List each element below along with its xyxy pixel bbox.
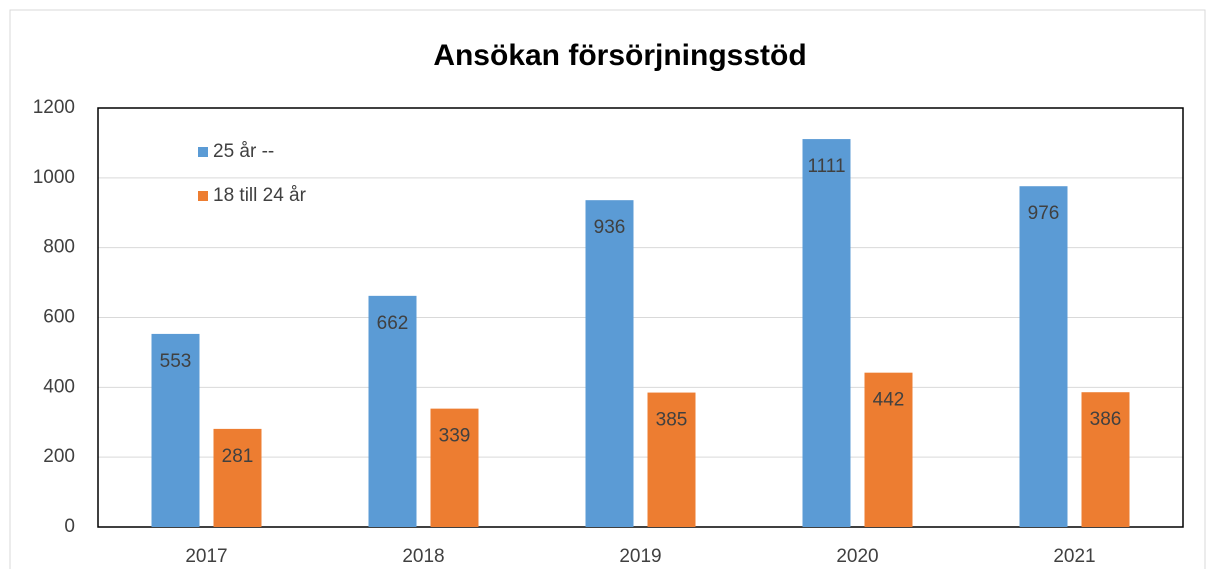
x-tick-label: 2021 xyxy=(1053,546,1095,567)
y-tick-label: 800 xyxy=(43,237,75,258)
bar xyxy=(647,392,696,527)
legend-label: 25 år -- xyxy=(213,141,274,162)
bar xyxy=(151,333,200,527)
x-tick-label: 2017 xyxy=(185,546,227,567)
data-label: 339 xyxy=(439,426,471,447)
y-tick-label: 1200 xyxy=(33,97,75,118)
bar xyxy=(213,428,262,527)
bar xyxy=(1019,186,1068,528)
y-tick-label: 1000 xyxy=(33,167,75,188)
plot-frame xyxy=(97,107,1184,528)
x-tick-label: 2018 xyxy=(402,546,444,567)
data-label: 386 xyxy=(1090,409,1122,430)
bar xyxy=(430,408,479,527)
data-label: 442 xyxy=(873,390,905,411)
data-label: 553 xyxy=(160,351,192,372)
data-label: 281 xyxy=(222,446,254,467)
y-tick-label: 400 xyxy=(43,376,75,397)
bar xyxy=(802,139,851,527)
legend-swatch xyxy=(198,191,208,201)
x-tick-label: 2020 xyxy=(836,546,878,567)
y-tick-label: 0 xyxy=(64,516,75,537)
x-tick-label: 2019 xyxy=(619,546,661,567)
data-label: 976 xyxy=(1028,203,1060,224)
bar xyxy=(585,200,634,527)
bar xyxy=(1081,392,1130,527)
chart-title: Ansökan försörjningsstöd xyxy=(433,39,806,72)
bar xyxy=(864,372,913,527)
data-label: 662 xyxy=(377,313,409,334)
bar xyxy=(368,295,417,527)
data-label: 1111 xyxy=(807,156,845,177)
legend-swatch xyxy=(198,147,208,157)
data-label: 385 xyxy=(656,410,688,431)
y-tick-label: 600 xyxy=(43,307,75,328)
y-tick-label: 200 xyxy=(43,446,75,467)
legend-label: 18 till 24 år xyxy=(213,185,307,206)
data-label: 936 xyxy=(594,217,626,238)
